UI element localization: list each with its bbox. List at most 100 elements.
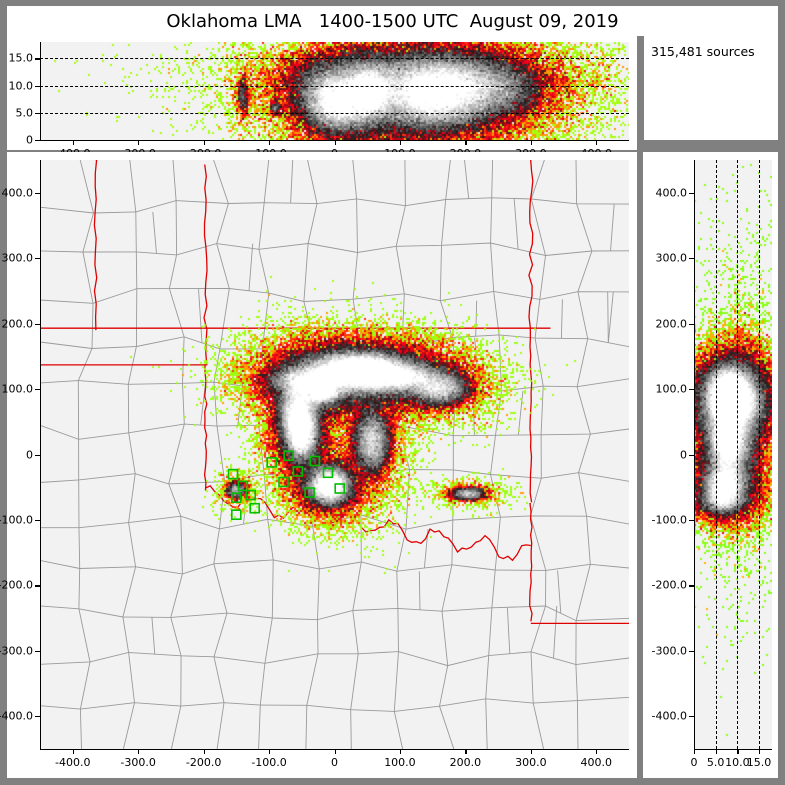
lma-station-marker[interactable] [231,492,242,504]
x-tick-label: -300.0 [120,756,156,769]
x-tick-mark [138,140,140,145]
y-tick-mark [35,58,40,60]
lma-station-marker[interactable] [334,483,346,494]
y-axis-line [40,42,42,140]
x-tick-mark [334,140,336,145]
plan-view-map-plot[interactable] [40,160,629,749]
y-tick-mark [35,258,40,260]
lma-station-markers[interactable] [40,160,629,749]
lma-station-marker[interactable] [322,467,334,479]
y-axis-line [694,160,696,749]
y-tick-label: 0 [26,133,33,147]
altitude-vs-north-south-plot[interactable] [694,160,772,749]
y-tick-mark [35,716,40,718]
lma-station-marker[interactable] [237,480,249,492]
x-tick-mark [399,140,402,145]
grid-line-horizontal [40,58,629,60]
y-tick-label: 400.0 [655,186,688,200]
y-tick-label: 300.0 [655,251,688,265]
x-tick-label: 0 [690,756,698,769]
y-tick-label: 0 [680,448,687,461]
lma-station-marker[interactable] [266,457,277,468]
y-tick-label: -300.0 [651,644,687,658]
grid-line-horizontal [40,112,629,114]
altitude-vs-east-west-plot[interactable] [40,42,629,140]
x-tick-label: 200.0 [449,756,482,769]
x-tick-label: -400.0 [54,756,91,769]
grid-line-vertical [715,160,717,749]
y-tick-label: -100.0 [0,513,33,527]
lma-station-marker[interactable] [309,455,321,467]
x-tick-label: 0 [331,756,338,769]
lma-station-marker[interactable] [245,489,256,501]
title-bar: Oklahoma LMA 1400-1500 UTC August 09, 20… [7,6,778,36]
y-tick-mark [35,389,40,391]
lma-station-marker[interactable] [304,487,315,498]
y-tick-mark [689,454,694,456]
x-tick-mark [465,749,467,754]
y-tick-mark [35,650,40,653]
y-tick-label: 0 [26,448,33,461]
x-tick-mark [465,140,467,145]
lma-station-marker[interactable] [227,468,239,480]
y-tick-label: 100.0 [1,382,34,396]
x-tick-mark [269,140,271,145]
y-tick-label: -200.0 [0,578,33,592]
y-tick-mark [35,192,40,194]
y-tick-label: 10.0 [8,79,34,93]
y-tick-mark [689,192,694,194]
x-tick-mark [203,140,205,145]
x-tick-mark [138,749,140,754]
density-scatter-right [694,160,772,749]
x-tick-label: 15.0 [746,756,772,769]
y-tick-label: 100.0 [655,382,688,396]
x-tick-label: 300.0 [515,756,547,769]
y-tick-mark [689,716,694,718]
x-tick-mark [72,749,74,754]
y-tick-mark [35,585,40,587]
grid-line-vertical [759,160,760,749]
y-tick-mark [35,323,40,325]
y-tick-mark [35,85,40,87]
lma-station-marker[interactable] [231,509,242,521]
x-tick-label: 400.0 [580,756,613,769]
y-tick-label: -100.0 [651,513,687,527]
y-tick-label: 15.0 [8,51,34,65]
y-tick-label: -300.0 [0,644,33,658]
x-tick-label: 5.0 [706,756,725,769]
grid-line-vertical [737,160,739,749]
x-tick-label: -200.0 [185,756,222,769]
grid-line-horizontal [40,85,629,87]
x-tick-mark [530,140,533,145]
y-tick-label: 200.0 [655,317,688,331]
x-axis-line [694,749,772,751]
density-scatter-top [40,42,629,140]
y-tick-mark [35,454,40,456]
lma-station-marker[interactable] [283,450,294,462]
y-tick-mark [35,140,40,142]
y-tick-label: 300.0 [1,251,34,265]
y-tick-mark [689,519,694,522]
lma-station-marker[interactable] [249,502,260,514]
x-tick-mark [759,749,761,754]
x-tick-mark [596,140,598,145]
lma-station-marker[interactable] [292,466,304,477]
x-tick-mark [596,749,598,754]
x-tick-label: -100.0 [251,756,287,769]
x-tick-mark [530,749,533,754]
page-title: Oklahoma LMA 1400-1500 UTC August 09, 20… [166,10,619,32]
y-tick-mark [689,389,694,391]
y-tick-label: -400.0 [651,709,687,723]
y-tick-mark [689,323,694,325]
x-tick-mark [399,749,402,754]
altitude-vs-east-west-panel: -400.0-300.0-200.0-100.00100.0200.0300.0… [7,36,637,160]
x-tick-mark [334,749,336,754]
x-tick-mark [72,140,74,145]
y-tick-mark [689,650,694,653]
x-tick-mark [694,749,696,754]
y-tick-label: -200.0 [651,578,687,592]
lma-station-marker[interactable] [278,476,289,488]
y-tick-label: -400.0 [0,709,33,723]
y-tick-label: 200.0 [1,317,34,331]
